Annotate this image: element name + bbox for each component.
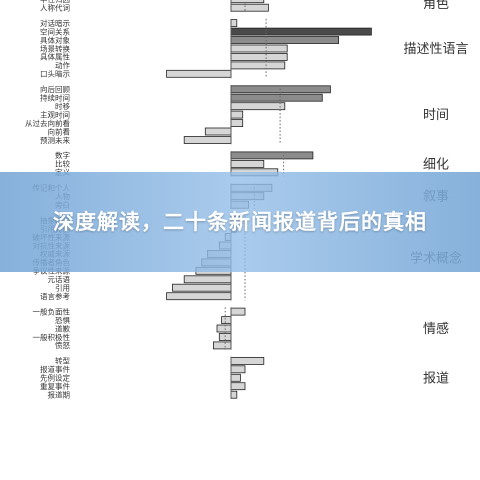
bar <box>230 356 265 365</box>
bar <box>230 61 286 70</box>
bar <box>230 390 238 399</box>
group-label: 描述性语言 <box>403 42 468 57</box>
bar <box>221 316 232 325</box>
category-label: 元话语 <box>48 274 71 284</box>
bar <box>230 382 246 391</box>
category-label: 具体属性 <box>40 52 70 62</box>
category-label: 人称代词 <box>40 3 70 13</box>
bar <box>230 27 372 36</box>
category-label: 引用 <box>55 284 70 293</box>
category-label: 转型 <box>55 356 70 366</box>
category-label: 具体对象 <box>40 35 70 45</box>
category-label: 对话暗示 <box>40 18 70 28</box>
bar <box>172 283 232 292</box>
bar <box>183 136 232 144</box>
category-label: 报道期 <box>48 390 71 400</box>
bar <box>212 341 232 350</box>
category-label: 预测未来 <box>40 135 70 145</box>
category-label: 道歉 <box>55 323 70 333</box>
category-label: 空间关系 <box>40 26 70 36</box>
bar <box>166 292 232 301</box>
bar <box>230 53 288 61</box>
bar <box>183 275 232 284</box>
category-label: 主观时间 <box>40 109 70 119</box>
category-label: 口头暗示 <box>40 69 70 79</box>
bar <box>166 69 232 78</box>
category-label: 从过去向前看 <box>25 118 70 128</box>
bar <box>230 365 246 374</box>
headline-banner: 深度解读，二十条新闻报道背后的真相 <box>0 172 480 272</box>
category-label: 语言参考 <box>40 291 70 301</box>
bar <box>230 0 265 4</box>
category-label: 先例设定 <box>40 373 70 383</box>
group-label: 报道 <box>423 371 449 386</box>
bar <box>230 3 269 12</box>
bar <box>230 373 241 382</box>
category-label: 重复事件 <box>40 381 70 391</box>
category-label: 中性归因 <box>40 0 70 4</box>
bar <box>230 93 323 102</box>
bar <box>230 110 244 119</box>
headline-title: 深度解读，二十条新闻报道背后的真相 <box>53 210 427 234</box>
category-label: 恐惧 <box>55 315 70 325</box>
category-label: 场景转换 <box>40 43 70 53</box>
category-label: 向后回顾 <box>40 84 70 94</box>
category-label: 数字 <box>55 150 70 160</box>
category-label: 一般负面性 <box>33 306 71 316</box>
category-label: 动作 <box>55 60 70 70</box>
bar <box>230 85 331 94</box>
category-label: 报道事件 <box>40 364 70 374</box>
category-label: 一般积极性 <box>33 332 71 342</box>
category-label: 持续时间 <box>40 93 70 103</box>
bar <box>230 36 339 44</box>
bar <box>230 119 244 127</box>
category-label: 向前看 <box>48 126 71 136</box>
bar <box>216 324 232 333</box>
bar <box>204 127 232 136</box>
group-label: 时间 <box>423 108 449 123</box>
bar <box>230 102 286 111</box>
bar <box>230 44 288 53</box>
category-label: 比较 <box>55 159 70 169</box>
category-label: 愤怒 <box>55 340 70 350</box>
bar <box>230 307 246 316</box>
category-label: 时移 <box>55 101 70 111</box>
bar <box>230 159 265 168</box>
group-label: 细化 <box>423 157 449 172</box>
bar <box>230 19 238 28</box>
group-label: 角色 <box>423 0 449 12</box>
bar <box>230 151 314 160</box>
group-label: 情感 <box>423 321 449 337</box>
